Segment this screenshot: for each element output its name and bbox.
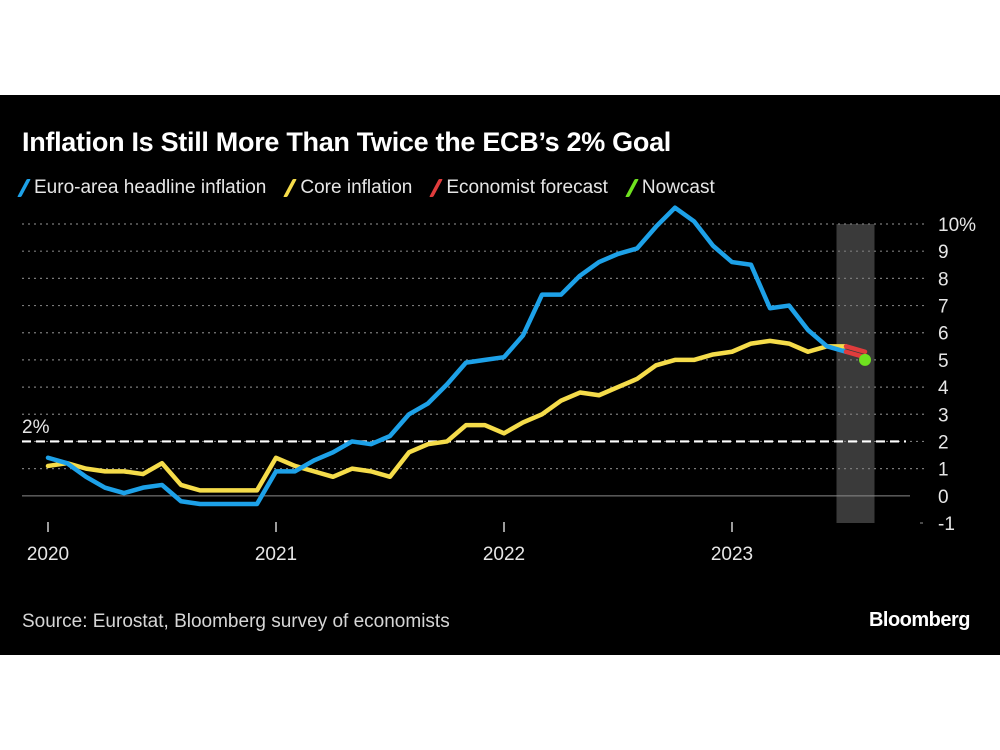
chart-panel: Inflation Is Still More Than Twice the E… bbox=[0, 95, 1000, 655]
y-tick-label: 7 bbox=[938, 297, 949, 318]
legend-label-forecast: Economist forecast bbox=[446, 177, 608, 198]
series-line-economist-forecast bbox=[843, 344, 868, 355]
y-tick-label: 2 bbox=[938, 432, 949, 453]
x-tick-label: 2022 bbox=[483, 544, 525, 565]
plot-area: -1 0 1 2 3 4 5 6 7 8 9 10% 2020 2021 2022 2023 2% bbox=[22, 205, 976, 565]
y-tick-label: 0 bbox=[938, 487, 949, 508]
legend-label-headline: Euro-area headline inflation bbox=[34, 177, 267, 198]
x-tick-label: 2021 bbox=[255, 544, 297, 565]
series-line-euro-area-headline-inflation bbox=[45, 205, 849, 507]
series-point-nowcast bbox=[859, 353, 871, 366]
legend: Euro-area headline inflation Core inflat… bbox=[17, 177, 715, 199]
y-tick-label: 5 bbox=[938, 351, 949, 372]
y-tick-label: 8 bbox=[938, 269, 949, 290]
legend-label-core: Core inflation bbox=[300, 177, 413, 198]
y-tick-label: 1 bbox=[938, 460, 949, 481]
legend-item-nowcast: Nowcast bbox=[625, 177, 715, 199]
legend-item-headline: Euro-area headline inflation bbox=[17, 177, 267, 199]
source-note: Source: Eurostat, Bloomberg survey of ec… bbox=[22, 611, 450, 632]
legend-item-forecast: Economist forecast bbox=[429, 177, 608, 199]
y-tick-label: 6 bbox=[938, 324, 949, 345]
x-tick-label: 2020 bbox=[27, 544, 69, 565]
y-tick-label: 3 bbox=[938, 405, 949, 426]
series-line-core-inflation bbox=[45, 338, 849, 493]
reference-line-label: 2% bbox=[22, 417, 50, 438]
y-tick-label: -1 bbox=[938, 514, 955, 535]
x-tick-label: 2023 bbox=[711, 544, 753, 565]
forecast-shaded-region bbox=[836, 224, 875, 523]
chart-title: Inflation Is Still More Than Twice the E… bbox=[22, 127, 671, 157]
bloomberg-logo: Bloomberg bbox=[868, 609, 971, 631]
y-tick-label: 10% bbox=[938, 215, 976, 236]
legend-item-core: Core inflation bbox=[283, 177, 413, 199]
legend-label-nowcast: Nowcast bbox=[641, 177, 715, 198]
y-tick-label: 9 bbox=[938, 242, 949, 263]
y-tick-label: 4 bbox=[938, 378, 949, 399]
